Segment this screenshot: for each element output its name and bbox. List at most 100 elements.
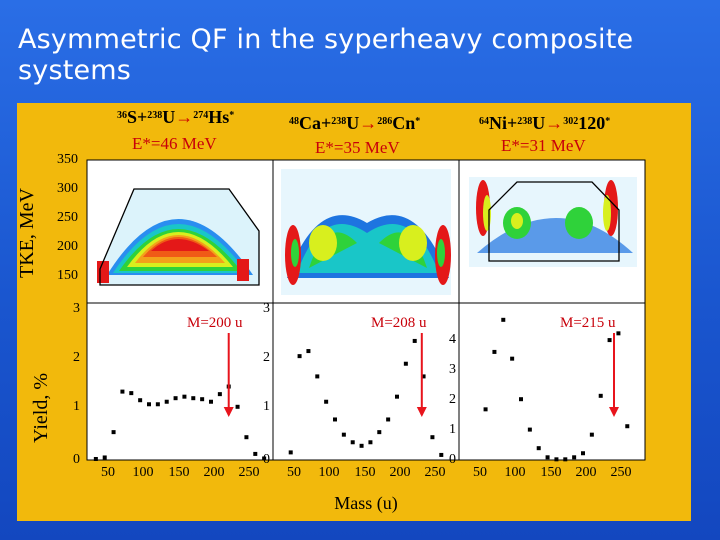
svg-text:1: 1 xyxy=(263,399,270,414)
yield-point xyxy=(333,417,337,422)
yield-point xyxy=(572,455,577,460)
mass-label-1: M=200 u xyxy=(187,315,243,331)
yield-point xyxy=(138,398,143,403)
energy-label-2: E*=35 MeV xyxy=(315,138,400,157)
cn-mass-number: 274 xyxy=(193,110,208,121)
svg-text:64Ni+238U→302120*: 64Ni+238U→302120* xyxy=(479,113,610,133)
svg-text:100: 100 xyxy=(133,465,154,480)
yield-point xyxy=(510,356,515,361)
svg-text:3: 3 xyxy=(263,301,270,316)
mass-marker-arrowhead xyxy=(416,407,427,417)
svg-text:2: 2 xyxy=(449,392,456,407)
svg-text:50: 50 xyxy=(101,465,115,480)
svg-text:250: 250 xyxy=(425,465,446,480)
svg-text:200: 200 xyxy=(576,465,597,480)
yield-point xyxy=(341,432,346,437)
yield-point xyxy=(102,455,107,460)
yield-points xyxy=(93,317,630,462)
yield-point xyxy=(598,393,603,398)
svg-text:100: 100 xyxy=(505,465,526,480)
svg-text:150: 150 xyxy=(169,465,190,480)
yield-point xyxy=(253,451,258,456)
svg-text:200: 200 xyxy=(57,239,78,254)
svg-text:36S+238U→274Hs*: 36S+238U→274Hs* xyxy=(117,107,234,127)
yield-point xyxy=(111,430,116,435)
yield-point xyxy=(191,396,196,401)
svg-text:150: 150 xyxy=(541,465,562,480)
yield-point xyxy=(412,338,417,343)
x-ticks-1: 50 100 150 200 250 xyxy=(101,465,260,480)
plot-frames xyxy=(86,159,646,461)
yield-point xyxy=(527,427,532,432)
yield-plot-3 xyxy=(459,303,645,460)
yield-point xyxy=(430,435,435,440)
svg-text:50: 50 xyxy=(287,465,301,480)
yield-point xyxy=(563,457,568,462)
yield-point xyxy=(209,399,213,404)
svg-text:300: 300 xyxy=(57,181,78,196)
yield-point xyxy=(350,440,355,445)
yield-y-ticks-1: 3 2 1 0 xyxy=(73,301,80,467)
tke-y-ticks: 350 300 250 200 150 xyxy=(57,152,78,283)
yield-point xyxy=(120,389,125,394)
svg-text:250: 250 xyxy=(611,465,632,480)
x-ticks-2: 50 100 150 200 250 xyxy=(287,465,446,480)
yield-point xyxy=(244,435,249,440)
svg-text:1: 1 xyxy=(73,399,80,414)
yield-point xyxy=(536,446,541,451)
yield-point xyxy=(616,331,621,336)
target-mass-number: 238 xyxy=(147,110,162,121)
mass-marker-arrowhead xyxy=(609,407,619,417)
tke-axis-label: TKE, MeV xyxy=(17,187,38,278)
mass-label-2: M=208 u xyxy=(371,315,427,331)
target: U xyxy=(162,107,175,127)
svg-text:200: 200 xyxy=(204,465,225,480)
svg-text:250: 250 xyxy=(57,210,78,225)
yield-point xyxy=(288,450,293,455)
svg-text:4: 4 xyxy=(449,332,456,347)
x-axis-label: Mass (u) xyxy=(334,493,398,514)
svg-text:0: 0 xyxy=(73,452,80,467)
yield-point xyxy=(297,354,302,359)
svg-text:100: 100 xyxy=(319,465,340,480)
energy-label-3: E*=31 MeV xyxy=(501,136,586,155)
yield-point xyxy=(217,392,222,397)
svg-text:2: 2 xyxy=(263,350,270,365)
yield-point xyxy=(483,407,488,412)
yield-point xyxy=(235,404,240,409)
svg-text:150: 150 xyxy=(57,268,78,283)
svg-text:200: 200 xyxy=(390,465,411,480)
reaction-header-2: 48Ca+238U→286Cn* E*=35 MeV xyxy=(289,113,420,157)
yield-point xyxy=(403,361,408,366)
yield-point xyxy=(129,391,134,396)
yield-point xyxy=(439,452,444,457)
svg-text:250: 250 xyxy=(239,465,260,480)
projectile: S xyxy=(127,107,137,127)
tke-map-2 xyxy=(281,169,451,295)
mass-label-3: M=215 u xyxy=(560,315,616,331)
yield-point xyxy=(155,402,160,407)
yield-point xyxy=(492,349,497,354)
yield-point xyxy=(377,430,382,435)
tke-map-1 xyxy=(97,188,260,286)
reaction-header-3: 64Ni+238U→302120* E*=31 MeV xyxy=(479,113,610,155)
yield-point xyxy=(93,456,98,461)
tke-map-3 xyxy=(469,177,637,267)
yield-point xyxy=(501,317,506,322)
yield-point xyxy=(173,396,178,401)
yield-point xyxy=(581,451,585,456)
yield-point xyxy=(147,402,151,407)
compound-nucleus: Hs xyxy=(208,107,229,127)
yield-point xyxy=(395,394,399,399)
yield-point xyxy=(421,374,426,379)
yield-axis-label: Yield, % xyxy=(30,373,52,443)
yield-point xyxy=(262,456,267,461)
yield-point xyxy=(324,399,329,404)
figure-panel: 36S+238U→274Hs* E*=46 MeV 48Ca+238U→286C… xyxy=(16,103,691,521)
yield-point xyxy=(554,457,559,462)
yield-point xyxy=(545,455,550,460)
yield-point xyxy=(368,440,373,445)
yield-point xyxy=(386,417,391,422)
yield-point xyxy=(306,349,311,354)
